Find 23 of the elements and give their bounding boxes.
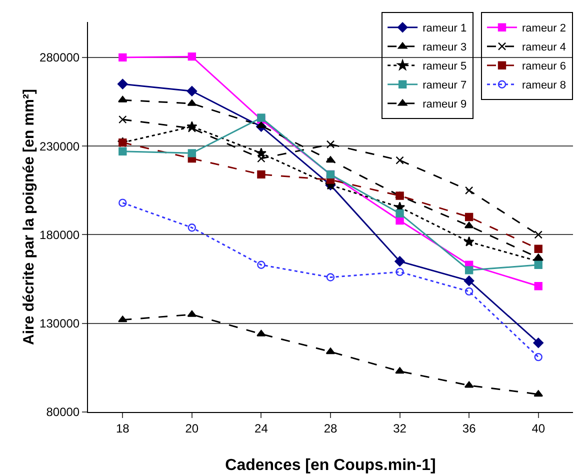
y-tick-label: 180000 <box>40 228 80 242</box>
x-tick-label: 24 <box>254 421 268 436</box>
legend-label: rameur 2 <box>522 22 566 35</box>
x-tick-label: 32 <box>393 421 407 436</box>
x-tick-label: 20 <box>185 421 199 436</box>
legend-label: rameur 4 <box>522 42 566 54</box>
y-axis-title: Aire décrite par la poignée [en mm²] <box>20 89 38 345</box>
y-tick-label: 230000 <box>40 139 80 154</box>
y-tick-label: 80000 <box>46 405 80 420</box>
x-tick-label: 18 <box>116 421 130 436</box>
legend-label: rameur 8 <box>522 80 566 92</box>
legend-label: rameur 5 <box>422 60 467 73</box>
x-tick-label: 28 <box>324 421 338 436</box>
legend-label: rameur 6 <box>522 60 566 73</box>
x-tick-label: 36 <box>462 421 476 436</box>
x-axis-title: Cadences [en Coups.min-1] <box>225 457 436 474</box>
y-tick-label: 130000 <box>40 316 80 331</box>
y-tick-label: 280000 <box>40 50 80 65</box>
x-tick-label: 40 <box>532 421 546 436</box>
legend-label: rameur 3 <box>422 42 467 54</box>
legend-label: rameur 7 <box>422 80 467 92</box>
legend-label: rameur 1 <box>422 22 467 35</box>
legend-label: rameur 9 <box>422 98 467 111</box>
